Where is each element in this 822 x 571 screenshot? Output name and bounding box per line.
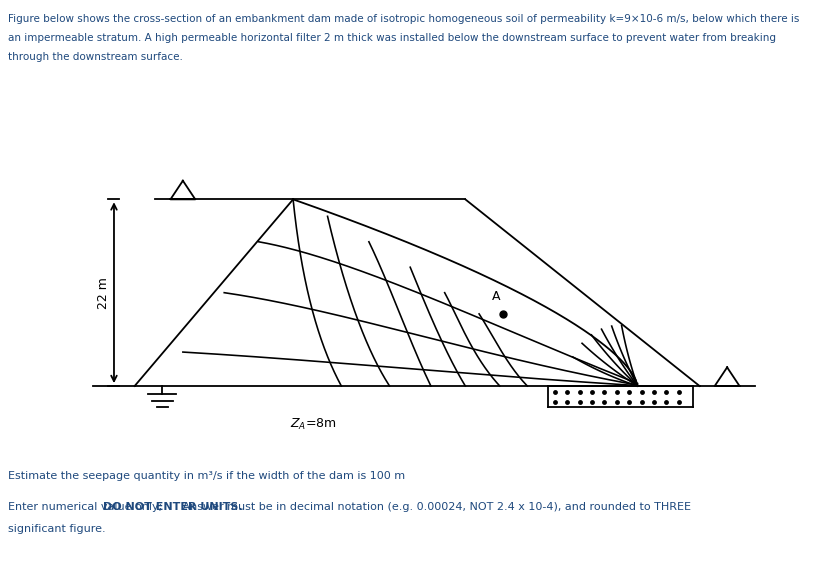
Text: Enter numerical value only;: Enter numerical value only; xyxy=(8,502,166,513)
Text: an impermeable stratum. A high permeable horizontal filter 2 m thick was install: an impermeable stratum. A high permeable… xyxy=(8,33,776,43)
Text: $Z_A$=8m: $Z_A$=8m xyxy=(290,417,337,432)
Text: A: A xyxy=(492,290,501,303)
Text: Figure below shows the cross-section of an embankment dam made of isotropic homo: Figure below shows the cross-section of … xyxy=(8,14,800,25)
Text: significant figure.: significant figure. xyxy=(8,524,106,534)
Text: Estimate the seepage quantity in m³/s if the width of the dam is 100 m: Estimate the seepage quantity in m³/s if… xyxy=(8,471,405,481)
Text: through the downstream surface.: through the downstream surface. xyxy=(8,52,183,62)
Text: DO NOT ENTER UNITS.: DO NOT ENTER UNITS. xyxy=(103,502,242,513)
Text: 22 m: 22 m xyxy=(97,277,110,308)
Text: Answer must be in decimal notation (e.g. 0.00024, NOT 2.4 x 10-4), and rounded t: Answer must be in decimal notation (e.g.… xyxy=(179,502,691,513)
